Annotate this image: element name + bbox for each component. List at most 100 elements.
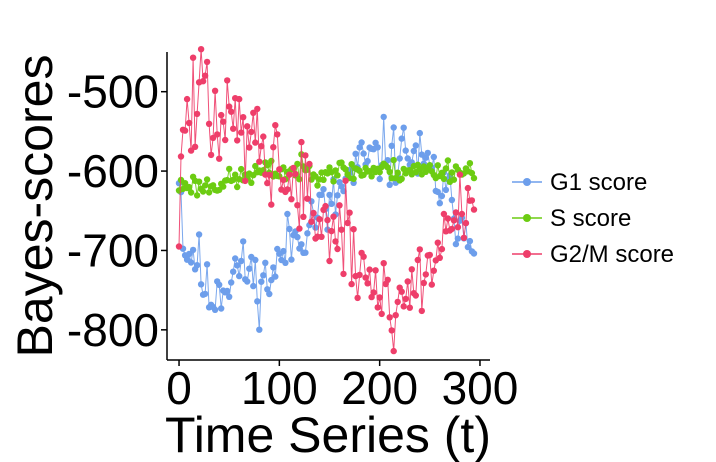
g2-m-score-point bbox=[354, 294, 361, 302]
g1-score-point bbox=[448, 196, 456, 204]
g1-score-point bbox=[226, 293, 233, 300]
g2-m-score-point bbox=[236, 95, 243, 103]
g1-score-point bbox=[436, 200, 443, 207]
g2-m-score-line bbox=[178, 49, 475, 352]
g2-m-score-point bbox=[414, 256, 421, 264]
s-score-point bbox=[426, 162, 433, 169]
g2-m-score-point bbox=[408, 266, 415, 273]
g2-m-score-point bbox=[222, 136, 229, 144]
s-score-point bbox=[356, 167, 363, 174]
g2-m-score-point bbox=[426, 251, 433, 259]
g2-m-score-point bbox=[448, 225, 456, 233]
g1-score-point bbox=[356, 144, 363, 151]
g1-score-point bbox=[185, 250, 193, 258]
g1-score-point bbox=[216, 281, 223, 288]
s-score-point bbox=[368, 173, 375, 180]
g2-m-score-point bbox=[284, 186, 291, 193]
s-score-point bbox=[264, 162, 271, 169]
g1-score-point bbox=[404, 155, 411, 162]
g2-m-score-point bbox=[310, 209, 317, 217]
g1-score-point bbox=[386, 181, 393, 188]
g2-m-score-point bbox=[390, 347, 397, 355]
g2-m-score-point bbox=[398, 288, 405, 295]
g1-score-point bbox=[230, 268, 237, 275]
g2-m-score-point bbox=[234, 137, 241, 144]
g2-m-score-point bbox=[344, 219, 351, 227]
g2-m-score-point bbox=[418, 307, 425, 315]
g2-m-score-point bbox=[304, 195, 311, 202]
g2-m-score-point bbox=[470, 206, 478, 213]
g2-m-score-point bbox=[175, 243, 183, 250]
s-score-point bbox=[332, 167, 339, 174]
g1-score-point bbox=[284, 210, 291, 218]
g1-score-point bbox=[218, 305, 225, 312]
g2-m-score-point bbox=[220, 118, 227, 125]
y-tick-label: -600 bbox=[67, 145, 159, 197]
s-score-point bbox=[314, 182, 321, 189]
g2-m-score-point bbox=[422, 271, 429, 278]
g1-score-point bbox=[201, 290, 209, 298]
g2-m-score-point bbox=[412, 292, 419, 299]
g2-m-score-point bbox=[336, 202, 343, 209]
g1-score-point bbox=[197, 281, 205, 288]
g1-score-point bbox=[364, 157, 371, 165]
g2-m-score-point bbox=[193, 110, 201, 118]
g2-m-score-point bbox=[380, 260, 387, 267]
g2-m-score-point bbox=[420, 279, 427, 287]
g2-m-score-point bbox=[199, 78, 207, 85]
s-score-point bbox=[187, 189, 195, 196]
s-score-point bbox=[434, 162, 441, 169]
g2-m-score-point bbox=[460, 234, 468, 241]
g1-score-point bbox=[400, 124, 407, 131]
s-score-point bbox=[334, 172, 341, 179]
g2-m-score-point bbox=[308, 218, 315, 225]
g2-m-score-point bbox=[252, 139, 259, 146]
g2-m-score-point bbox=[430, 267, 437, 274]
g1-score-series bbox=[175, 113, 478, 333]
g2-m-score-point bbox=[416, 246, 423, 253]
s-score-point bbox=[438, 169, 446, 176]
s-score-point bbox=[248, 179, 255, 186]
s-score-point bbox=[296, 176, 303, 183]
g1-score-point bbox=[234, 262, 241, 269]
g2-m-score-point bbox=[191, 143, 199, 150]
g1-score-point bbox=[286, 225, 293, 233]
legend-swatch-point bbox=[523, 250, 531, 258]
s-score-point bbox=[466, 160, 474, 167]
g2-m-score-point bbox=[362, 274, 369, 281]
g2-m-score-point bbox=[201, 72, 209, 79]
plot-area: -500 -600 -700 -800 0 100 200 300 bbox=[67, 46, 518, 414]
g2-m-score-point bbox=[270, 144, 277, 151]
s-score-point bbox=[338, 159, 345, 166]
g2-m-score-point bbox=[280, 176, 287, 184]
g2-m-score-point bbox=[294, 202, 301, 209]
g2-m-score-point bbox=[468, 197, 476, 204]
g1-score-point bbox=[258, 278, 265, 285]
g2-m-score-point bbox=[306, 160, 313, 168]
g1-score-point bbox=[454, 235, 462, 242]
g2-m-score-point bbox=[185, 119, 193, 127]
g1-score-point bbox=[240, 238, 247, 245]
legend-item-g2-m-score: G2/M score bbox=[512, 241, 674, 268]
g1-score-point bbox=[270, 264, 277, 271]
legend-item-g1-score: G1 score bbox=[512, 169, 647, 196]
g1-score-point bbox=[232, 255, 239, 262]
legend-label: G2/M score bbox=[550, 241, 674, 268]
s-score-point bbox=[193, 192, 201, 199]
g2-m-score-point bbox=[384, 276, 391, 283]
g1-score-point bbox=[398, 135, 405, 142]
y-tick-label: -800 bbox=[67, 304, 159, 356]
g2-m-score-point bbox=[258, 143, 265, 150]
s-score-point bbox=[394, 169, 401, 176]
g1-score-point bbox=[312, 224, 319, 231]
x-tick-label: 300 bbox=[442, 362, 519, 414]
g1-score-point bbox=[402, 147, 409, 154]
g1-score-point bbox=[352, 150, 359, 157]
g1-score-point bbox=[187, 259, 195, 266]
g2-m-score-point bbox=[388, 327, 395, 334]
x-axis-ticks: 0 100 200 300 bbox=[166, 360, 518, 414]
g2-m-score-point bbox=[218, 111, 225, 119]
g1-score-point bbox=[228, 279, 235, 286]
g1-score-point bbox=[466, 237, 474, 245]
